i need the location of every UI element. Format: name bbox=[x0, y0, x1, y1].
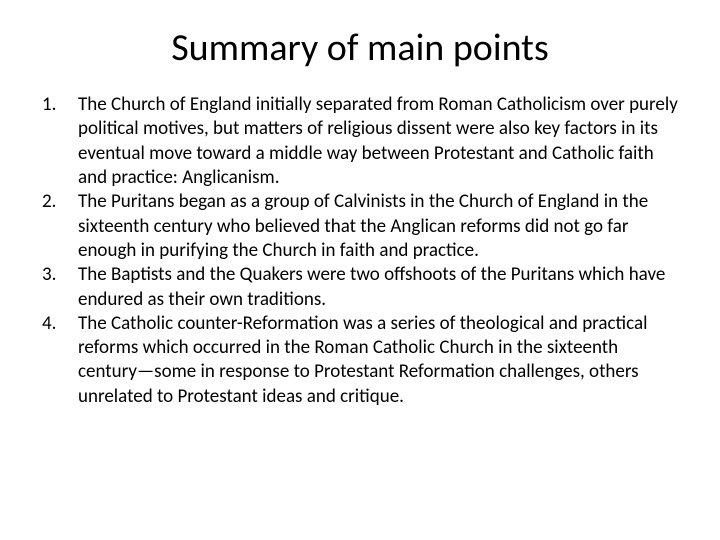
list-item: 1. The Church of England initially separ… bbox=[40, 93, 680, 190]
list-text: The Puritans began as a group of Calvini… bbox=[78, 190, 680, 263]
list-text: The Catholic counter-Reformation was a s… bbox=[78, 312, 680, 409]
list-item: 2. The Puritans began as a group of Calv… bbox=[40, 190, 680, 263]
list-item: 4. The Catholic counter-Reformation was … bbox=[40, 312, 680, 409]
list-number: 4. bbox=[40, 312, 78, 409]
summary-list: 1. The Church of England initially separ… bbox=[40, 93, 680, 409]
slide-title: Summary of main points bbox=[40, 25, 680, 71]
list-item: 3. The Baptists and the Quakers were two… bbox=[40, 263, 680, 312]
list-number: 2. bbox=[40, 190, 78, 263]
list-text: The Church of England initially separate… bbox=[78, 93, 680, 190]
list-number: 3. bbox=[40, 263, 78, 312]
list-text: The Baptists and the Quakers were two of… bbox=[78, 263, 680, 312]
list-number: 1. bbox=[40, 93, 78, 190]
